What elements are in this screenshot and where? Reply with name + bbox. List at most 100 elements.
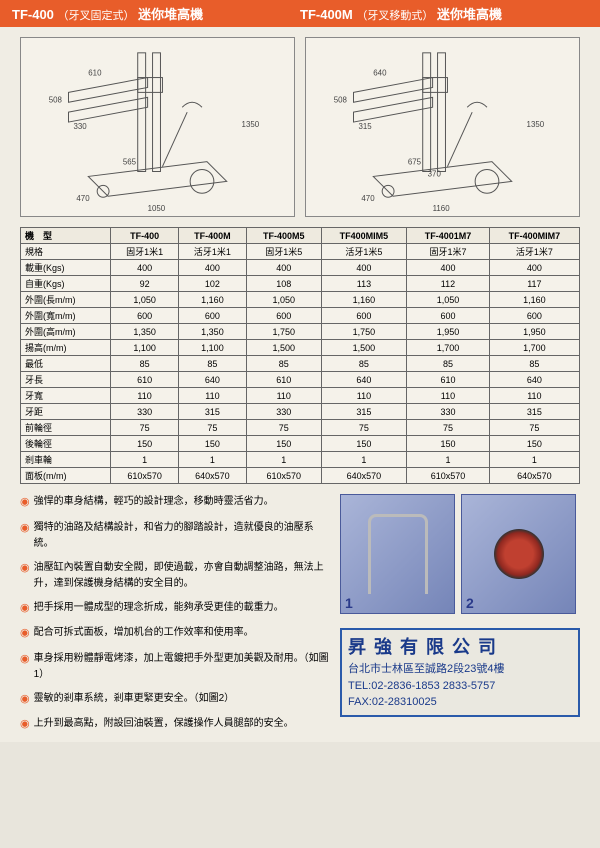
row-label: 牙長 bbox=[21, 372, 111, 388]
feature-text: 把手採用一體成型的理念折成，能夠承受更佳的載重力。 bbox=[34, 600, 284, 618]
cell: 315 bbox=[489, 404, 579, 420]
svg-text:330: 330 bbox=[73, 122, 87, 131]
cell: 117 bbox=[489, 276, 579, 292]
svg-text:370: 370 bbox=[428, 169, 442, 178]
row-label: 剎車輪 bbox=[21, 452, 111, 468]
cell: 400 bbox=[111, 260, 179, 276]
cell: 400 bbox=[179, 260, 247, 276]
cell: 150 bbox=[321, 436, 407, 452]
cell: 113 bbox=[321, 276, 407, 292]
cell: 75 bbox=[246, 420, 321, 436]
cell: 150 bbox=[179, 436, 247, 452]
svg-text:508: 508 bbox=[334, 95, 348, 104]
cell: 610x570 bbox=[111, 468, 179, 484]
spec-table: 機 型TF-400TF-400MTF-400M5TF400MIM5TF-4001… bbox=[20, 227, 580, 484]
row-label: 前輪徑 bbox=[21, 420, 111, 436]
bullet-icon: ◉ bbox=[20, 560, 30, 592]
cell: 1,100 bbox=[179, 340, 247, 356]
svg-text:470: 470 bbox=[76, 194, 90, 203]
feature-item: ◉獨特的油路及結構設計，和省力的腳踏設計，造就優良的油壓系統。 bbox=[20, 520, 330, 552]
cell: 600 bbox=[489, 308, 579, 324]
cell: 1,160 bbox=[489, 292, 579, 308]
name-left: 迷你堆高機 bbox=[138, 7, 203, 22]
company-box: 昇強有限公司 台北市士林區至誠路2段23號4樓 TEL:02-2836-1853… bbox=[340, 628, 580, 717]
svg-text:1160: 1160 bbox=[433, 204, 451, 213]
table-row: 後輪徑150150150150150150 bbox=[21, 436, 580, 452]
cell: 85 bbox=[489, 356, 579, 372]
feature-text: 車身採用粉體靜電烤漆，加上電鍍把手外型更加美觀及耐用。（如圖1） bbox=[34, 651, 330, 683]
images-column: 1 2 昇強有限公司 台北市士林區至誠路2段23號4樓 TEL:02-2836-… bbox=[340, 494, 580, 742]
company-name: 昇強有限公司 bbox=[348, 634, 572, 661]
cell: 110 bbox=[489, 388, 579, 404]
diagram-right: 640 508 315 675 370 470 1160 1350 bbox=[305, 37, 580, 217]
sub-right: （牙叉移動式） bbox=[356, 10, 433, 22]
cell: 1 bbox=[111, 452, 179, 468]
cell: 640 bbox=[179, 372, 247, 388]
col-TF-400M: TF-400M bbox=[179, 228, 247, 244]
svg-text:1050: 1050 bbox=[148, 204, 166, 213]
cell: 1,950 bbox=[489, 324, 579, 340]
table-row: 規格固牙1米1活牙1米1固牙1米5活牙1米5固牙1米7活牙1米7 bbox=[21, 244, 580, 260]
svg-text:675: 675 bbox=[408, 158, 422, 167]
cell: 活牙1米5 bbox=[321, 244, 407, 260]
model-right: TF-400M bbox=[300, 7, 353, 22]
cell: 85 bbox=[321, 356, 407, 372]
cell: 1,700 bbox=[407, 340, 490, 356]
svg-text:315: 315 bbox=[358, 122, 372, 131]
cell: 330 bbox=[407, 404, 490, 420]
cell: 400 bbox=[489, 260, 579, 276]
row-label: 規格 bbox=[21, 244, 111, 260]
svg-text:508: 508 bbox=[49, 95, 63, 104]
bullet-icon: ◉ bbox=[20, 651, 30, 683]
bullet-icon: ◉ bbox=[20, 520, 30, 552]
cell: 150 bbox=[407, 436, 490, 452]
cell: 活牙1米1 bbox=[179, 244, 247, 260]
diagram-left: 610 508 330 565 470 1050 1350 bbox=[20, 37, 295, 217]
cell: 1 bbox=[489, 452, 579, 468]
cell: 640x570 bbox=[321, 468, 407, 484]
col-TF-400M5: TF-400M5 bbox=[246, 228, 321, 244]
cell: 1,050 bbox=[407, 292, 490, 308]
table-row: 外圍(寬m/m)600600600600600600 bbox=[21, 308, 580, 324]
cell: 1,050 bbox=[111, 292, 179, 308]
cell: 330 bbox=[246, 404, 321, 420]
table-row: 前輪徑757575757575 bbox=[21, 420, 580, 436]
cell: 75 bbox=[489, 420, 579, 436]
feature-item: ◉油壓缸內裝置自動安全閥，即使過載，亦會自動調整油路，無法上升，達到保護機身結構… bbox=[20, 560, 330, 592]
cell: 85 bbox=[246, 356, 321, 372]
bullet-icon: ◉ bbox=[20, 600, 30, 618]
cell: 640 bbox=[321, 372, 407, 388]
bullet-icon: ◉ bbox=[20, 494, 30, 512]
diagram-row: 610 508 330 565 470 1050 1350 bbox=[0, 27, 600, 227]
cell: 315 bbox=[321, 404, 407, 420]
wheel-icon bbox=[494, 529, 544, 579]
header-right: TF-400M （牙叉移動式） 迷你堆高機 bbox=[300, 4, 588, 23]
col-TF-400: TF-400 bbox=[111, 228, 179, 244]
cell: 1,160 bbox=[179, 292, 247, 308]
table-row: 牙寬110110110110110110 bbox=[21, 388, 580, 404]
svg-text:470: 470 bbox=[361, 194, 375, 203]
cell: 1 bbox=[179, 452, 247, 468]
svg-text:1350: 1350 bbox=[242, 120, 260, 129]
feature-item: ◉強悍的車身結構，輕巧的設計理念，移動時靈活省力。 bbox=[20, 494, 330, 512]
cell: 110 bbox=[111, 388, 179, 404]
cell: 75 bbox=[111, 420, 179, 436]
cell: 1 bbox=[246, 452, 321, 468]
cell: 1,500 bbox=[246, 340, 321, 356]
row-label: 外圍(高m/m) bbox=[21, 324, 111, 340]
cell: 610 bbox=[111, 372, 179, 388]
feature-text: 強悍的車身結構，輕巧的設計理念，移動時靈活省力。 bbox=[34, 494, 274, 512]
col-model: 機 型 bbox=[21, 228, 111, 244]
svg-text:565: 565 bbox=[123, 158, 137, 167]
cell: 610x570 bbox=[407, 468, 490, 484]
row-label: 牙距 bbox=[21, 404, 111, 420]
table-row: 自重(Kgs)92102108113112117 bbox=[21, 276, 580, 292]
name-right: 迷你堆高機 bbox=[437, 7, 502, 22]
cell: 1,100 bbox=[111, 340, 179, 356]
feature-item: ◉把手採用一體成型的理念折成，能夠承受更佳的載重力。 bbox=[20, 600, 330, 618]
cell: 150 bbox=[111, 436, 179, 452]
table-row: 剎車輪111111 bbox=[21, 452, 580, 468]
cell: 600 bbox=[321, 308, 407, 324]
cell: 315 bbox=[179, 404, 247, 420]
company-addr: 台北市士林區至誠路2段23號4樓 bbox=[348, 661, 572, 678]
